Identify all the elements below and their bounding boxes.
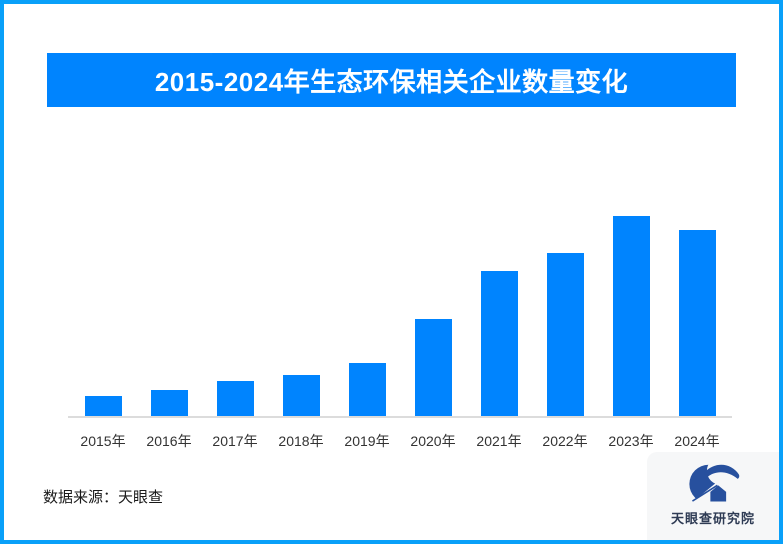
bar-2022年 [546, 253, 584, 416]
logo-panel: 天眼查研究院 [647, 452, 779, 540]
bar-slot [664, 206, 730, 416]
bar-slot [136, 206, 202, 416]
x-axis-label: 2023年 [608, 433, 654, 449]
bar-2016年 [150, 390, 188, 416]
bar-2017年 [216, 381, 254, 416]
x-axis-label: 2021年 [476, 433, 522, 449]
bar-2015年 [84, 396, 122, 416]
x-axis-labels-row: 2015年 2016年 2017年 2018年 2019年 2020年 2021年 2022年… [70, 431, 730, 451]
x-axis-label: 2016年 [146, 433, 192, 449]
bar-slot [334, 206, 400, 416]
logo-text: 天眼查研究院 [670, 511, 755, 526]
bar-slot [202, 206, 268, 416]
bar-slot [532, 206, 598, 416]
bar-2020年 [414, 319, 452, 416]
bar-slot [70, 206, 136, 416]
x-axis-label: 2022年 [542, 433, 588, 449]
bar-slot [598, 206, 664, 416]
data-source-note: 数据来源：天眼查 [43, 489, 164, 506]
title-banner: 2015-2024年生态环保相关企业数量变化 [47, 53, 736, 107]
x-axis-label: 2024年 [674, 433, 720, 449]
bar-2024年 [678, 230, 716, 416]
bar-chart-plot-area [70, 206, 730, 416]
bar-slot [466, 206, 532, 416]
x-axis-line [68, 416, 732, 418]
x-axis-label: 2018年 [278, 433, 324, 449]
x-axis-label: 2015年 [80, 433, 126, 449]
tianyancha-eye-icon [689, 460, 741, 508]
bar-2023年 [612, 216, 650, 416]
x-axis-label: 2017年 [212, 433, 258, 449]
x-axis-label: 2019年 [344, 433, 390, 449]
bar-2021年 [480, 271, 518, 416]
bar-2019年 [348, 363, 386, 416]
chart-title: 2015-2024年生态环保相关企业数量变化 [154, 66, 629, 97]
bar-2018年 [282, 375, 320, 416]
bar-slot [400, 206, 466, 416]
bar-slot [268, 206, 334, 416]
x-axis-label: 2020年 [410, 433, 456, 449]
